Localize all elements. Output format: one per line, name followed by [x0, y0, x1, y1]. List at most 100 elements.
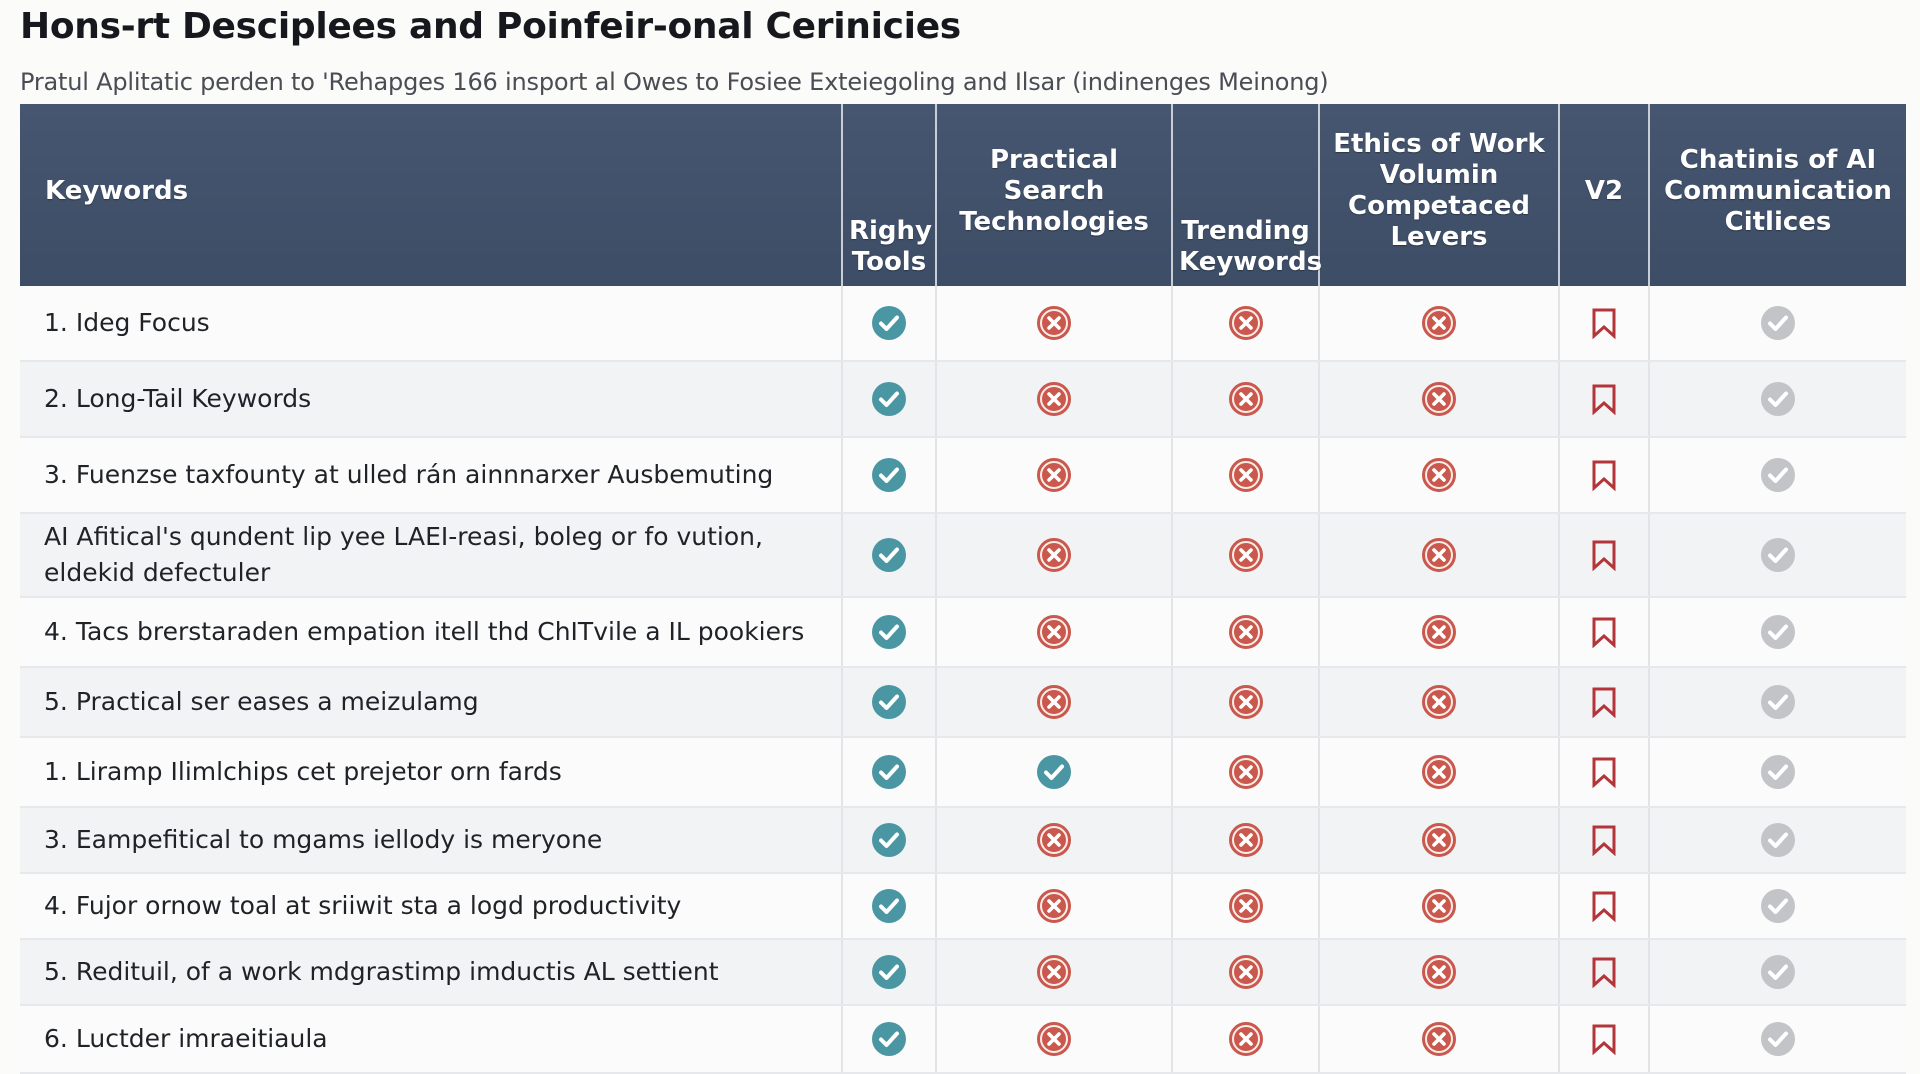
row-number: 3.: [44, 825, 68, 854]
status-cell: [1319, 1005, 1560, 1074]
status-cell: [936, 1005, 1173, 1074]
neutral-check-icon: [1760, 954, 1796, 990]
status-cell: [1559, 437, 1650, 514]
status-cell: [936, 807, 1173, 874]
status-cell: [1649, 939, 1906, 1006]
status-cell: [1559, 939, 1650, 1006]
status-cell: [1649, 807, 1906, 874]
table-row: AI Afitical's qundent lip yee LAEI-reasi…: [20, 513, 1906, 598]
keyword-cell: 1. Liramp Ilimlchips cet prejetor orn far…: [20, 737, 843, 808]
column-header-keywords: Keywords: [20, 104, 843, 286]
cross-icon: [1036, 537, 1072, 573]
column-header-chatinis-ai: Chatinis of AI Communication Citlices: [1649, 104, 1906, 286]
cross-icon: [1228, 754, 1264, 790]
row-number: 1.: [44, 308, 68, 337]
keyword-cell: 2. Long-Tail Keywords: [20, 361, 843, 438]
status-cell: [1319, 667, 1560, 738]
keyword-text: AI Afitical's qundent lip yee LAEI-reasi…: [44, 522, 763, 587]
status-cell: [1172, 939, 1320, 1006]
table-row: 4. Tacs brerstaraden empation itell thd C…: [20, 597, 1906, 668]
cross-icon: [1036, 822, 1072, 858]
status-cell: [1172, 873, 1320, 940]
row-number: 5.: [44, 957, 68, 986]
status-cell: [842, 361, 937, 438]
keyword-text: Long-Tail Keywords: [75, 384, 312, 413]
status-cell: [1172, 807, 1320, 874]
status-cell: [1649, 667, 1906, 738]
bookmark-icon: [1590, 307, 1618, 339]
status-cell: [1559, 361, 1650, 438]
column-header-practical-search: Practical Search Technologies: [936, 104, 1173, 286]
status-cell: [1649, 286, 1906, 362]
cross-icon: [1036, 684, 1072, 720]
status-cell: [1319, 737, 1560, 808]
table-row: 1. Ideg Focus: [20, 286, 1906, 362]
keyword-cell: AI Afitical's qundent lip yee LAEI-reasi…: [20, 513, 843, 598]
table-row: 1. Liramp Ilimlchips cet prejetor orn far…: [20, 737, 1906, 808]
cross-icon: [1228, 381, 1264, 417]
cross-icon: [1228, 457, 1264, 493]
keyword-cell: 4. Tacs brerstaraden empation itell thd C…: [20, 597, 843, 668]
keyword-cell: 5. Practical ser eases a meizulamg: [20, 667, 843, 738]
keyword-text: Redituil, of a work mdgrastimp imductis …: [75, 957, 719, 986]
cross-icon: [1228, 888, 1264, 924]
check-icon: [871, 684, 907, 720]
neutral-check-icon: [1760, 457, 1796, 493]
keyword-text: Eampefitical to mgams iellody is meryone: [75, 825, 603, 854]
cross-icon: [1421, 305, 1457, 341]
column-header-ethics-of-work: Ethics of Work Volumin Competaced Levers: [1319, 104, 1560, 286]
column-header-righy-tools: Righy Tools: [842, 104, 937, 286]
status-cell: [936, 667, 1173, 738]
check-icon: [871, 1021, 907, 1057]
check-icon: [871, 457, 907, 493]
cross-icon: [1228, 537, 1264, 573]
status-cell: [1172, 737, 1320, 808]
keyword-cell: 3. Fuenzse taxfounty at ulled rán ainnnar…: [20, 437, 843, 514]
status-cell: [842, 597, 937, 668]
status-cell: [1319, 286, 1560, 362]
cross-icon: [1036, 954, 1072, 990]
check-icon: [871, 381, 907, 417]
comparison-table-container: Keywords Righy Tools Practical Search Te…: [20, 104, 1906, 1074]
cross-icon: [1421, 457, 1457, 493]
status-cell: [1649, 437, 1906, 514]
cross-icon: [1228, 684, 1264, 720]
status-cell: [1649, 361, 1906, 438]
status-cell: [1319, 939, 1560, 1006]
table-row: 4. Fujor ornow toal at sriiwit sta a logd…: [20, 873, 1906, 940]
column-header-trending-keywords: Trending Keywords: [1172, 104, 1322, 286]
column-header-v2: V2: [1559, 104, 1650, 286]
comparison-table: Keywords Righy Tools Practical Search Te…: [20, 104, 1906, 1074]
status-cell: [1319, 873, 1560, 940]
status-cell: [1649, 513, 1906, 598]
status-cell: [842, 513, 937, 598]
cross-icon: [1421, 954, 1457, 990]
keyword-text: Fuenzse taxfounty at ulled rán ainnnarxe…: [75, 460, 774, 489]
cross-icon: [1036, 457, 1072, 493]
status-cell: [1172, 597, 1320, 668]
keyword-cell: 5. Redituil, of a work mdgrastimp imducti…: [20, 939, 843, 1006]
status-cell: [936, 939, 1173, 1006]
status-cell: [1559, 1005, 1650, 1074]
table-row: 3. Eampefitical to mgams iellody is meryo…: [20, 807, 1906, 874]
status-cell: [936, 437, 1173, 514]
table-row: 6. Luctder imraeitiaula: [20, 1005, 1906, 1074]
bookmark-icon: [1590, 1023, 1618, 1055]
cross-icon: [1228, 1021, 1264, 1057]
table-row: 3. Fuenzse taxfounty at ulled rán ainnnar…: [20, 437, 1906, 514]
neutral-check-icon: [1760, 614, 1796, 650]
row-number: 3.: [44, 460, 68, 489]
status-cell: [1649, 873, 1906, 940]
cross-icon: [1036, 614, 1072, 650]
check-icon: [1036, 754, 1072, 790]
cross-icon: [1036, 1021, 1072, 1057]
table-row: 5. Practical ser eases a meizulamg: [20, 667, 1906, 738]
status-cell: [936, 513, 1173, 598]
row-number: 4.: [44, 617, 68, 646]
cross-icon: [1036, 888, 1072, 924]
check-icon: [871, 614, 907, 650]
check-icon: [871, 888, 907, 924]
status-cell: [842, 807, 937, 874]
table-row: 2. Long-Tail Keywords: [20, 361, 1906, 438]
cross-icon: [1421, 614, 1457, 650]
